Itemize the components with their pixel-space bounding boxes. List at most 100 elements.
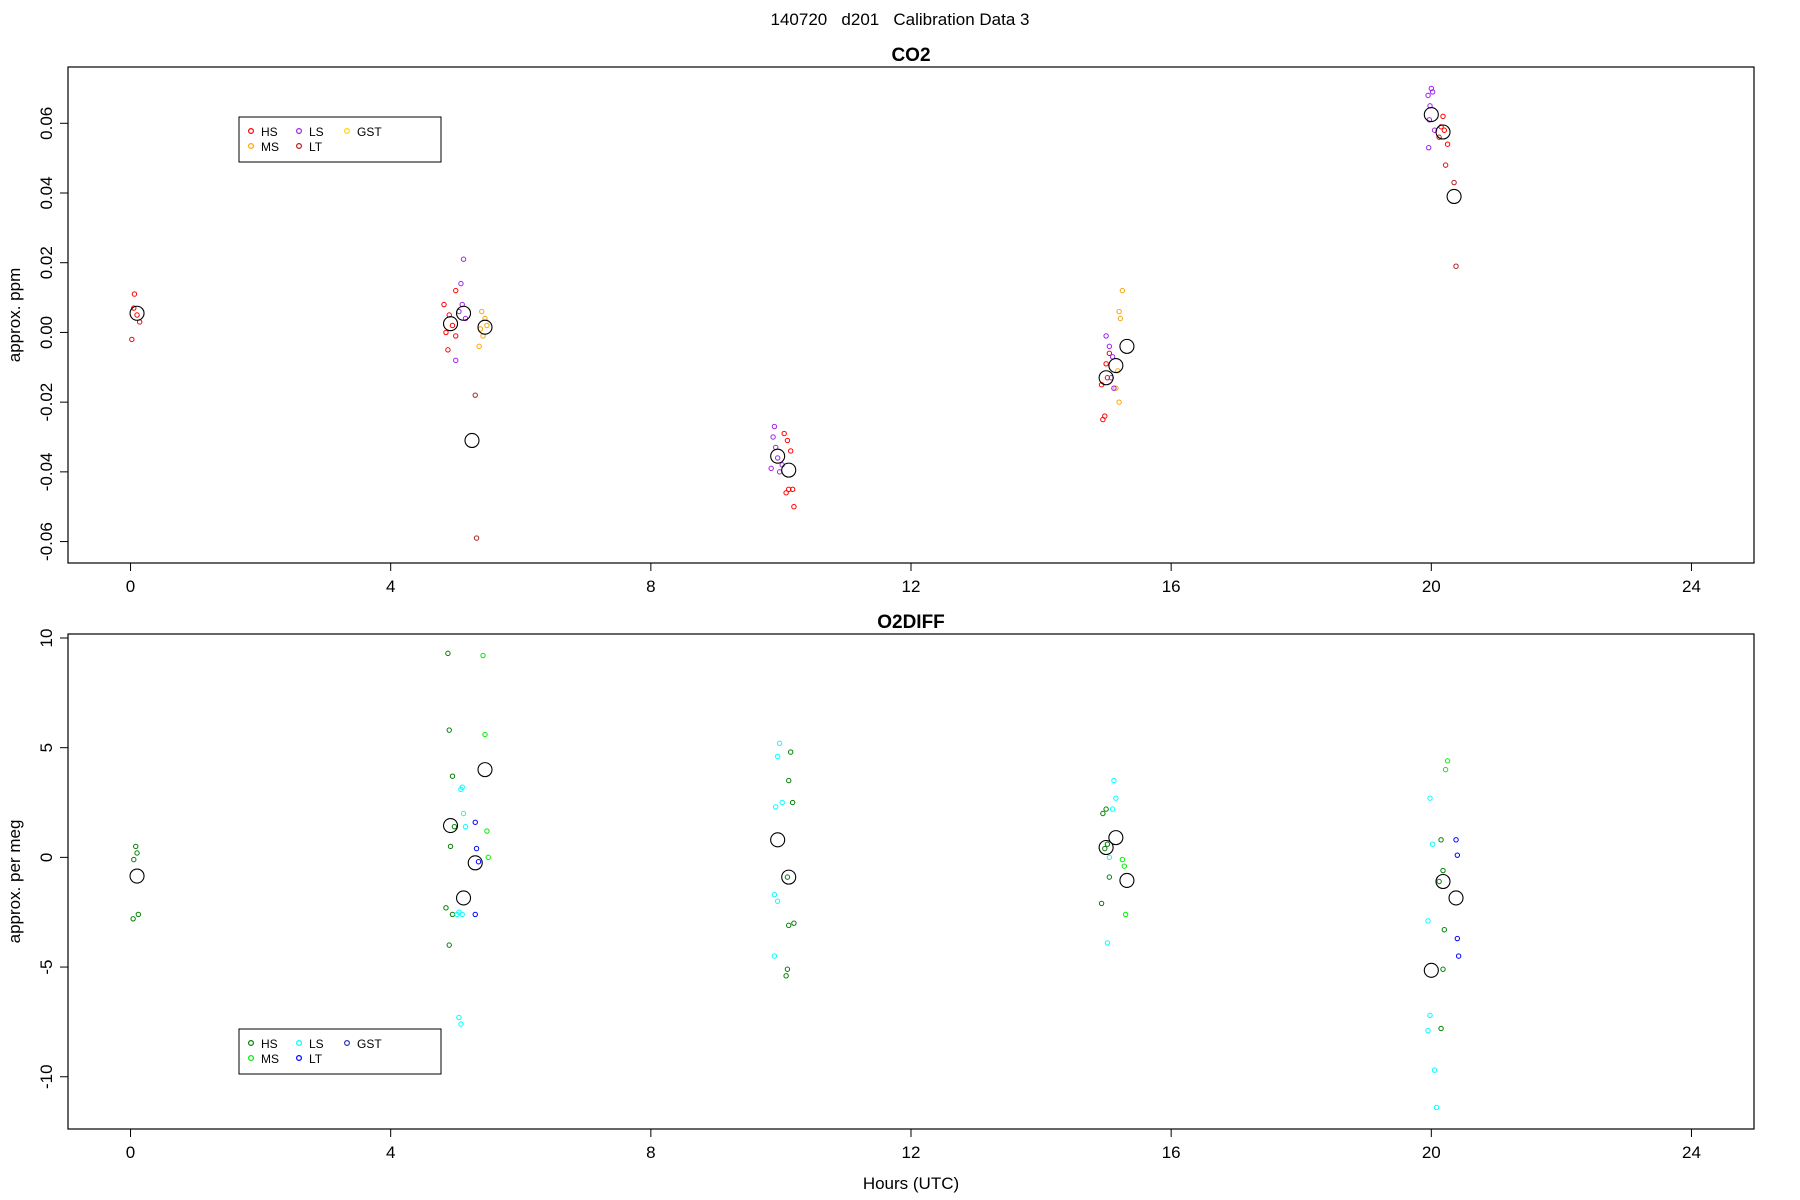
data-point-ls [779,799,785,806]
mean-point [1098,839,1114,856]
data-point-hs [449,773,456,779]
data-point-ms [1119,287,1126,294]
data-point-ms [484,322,490,329]
y-tick-label: -0.02 [37,383,56,422]
mean-point [442,818,459,834]
legend-label: LT [309,1052,323,1066]
data-point-lt [1454,852,1461,858]
x-tick-label: 0 [126,1143,135,1162]
panel-title: O2DIFF [877,612,945,633]
data-point-ls [774,455,781,461]
data-point-hs [1440,113,1446,120]
legend-label: HS [261,125,278,139]
o2diff-panel: O2DIFF 0 4 8 12 16 20 24 -10 -5 0 5 10 approx. per me… [5,612,1755,1193]
y-tick-label: -5 [37,959,56,974]
y-axis-label: approx. ppm [5,268,24,363]
data-point-ls [771,891,778,898]
data-point-ms [480,652,486,659]
panel-title: CO2 [891,45,930,66]
data-point-hs [781,430,787,437]
data-point-hs [1104,841,1111,847]
data-point-ls [1425,1027,1431,1034]
data-point-lt [472,392,478,398]
legend-label: GST [357,125,382,139]
x-tick-label: 24 [1682,1143,1701,1162]
data-point-ls [1429,841,1436,847]
data-point-ls [774,753,781,760]
data-point-hs [784,437,791,444]
data-point-hs [1436,134,1442,140]
x-tick-label: 8 [646,1143,655,1162]
mean-point [442,316,459,332]
y-tick-label: 10 [37,629,56,648]
data-point-hs [1440,966,1446,972]
data-point-hs [1100,810,1106,817]
data-point-hs [1103,806,1109,812]
data-point-ms [1119,856,1126,863]
data-point-lt [1454,935,1461,942]
data-point-hs [445,347,451,353]
data-point-ls [1109,806,1116,812]
data-point-lt [472,819,478,825]
data-point-hs [133,843,139,850]
legend-marker [248,128,255,135]
data-point-ms [1121,863,1128,869]
legend-marker [296,1054,303,1061]
legend-label: MS [261,1052,279,1066]
mean-point [1108,357,1124,374]
mean-point [1448,890,1464,906]
data-point-ls [462,823,469,830]
data-point-lt [1453,837,1459,843]
data-point-hs [783,973,789,979]
data-point-hs [784,966,791,972]
legend-label: LS [309,125,324,139]
data-point-hs [1103,361,1109,367]
data-point-ms [484,828,490,834]
data-point-hs [130,916,136,922]
data-point-hs [1438,837,1444,843]
x-tick-label: 12 [902,577,921,596]
mean-point [1098,370,1114,386]
data-point-hs [129,336,135,343]
data-point-hs [445,650,451,657]
data-point-hs [453,333,459,339]
data-point-ms [1116,399,1122,405]
data-point-ms [1117,315,1124,322]
mean-point [464,432,480,449]
data-point-ls [460,810,467,817]
co2-panel: CO2 0 4 8 12 16 20 24 -0.06 -0.04 -0.02 0.00 0.02 0.0… [5,45,1755,596]
legend-label: MS [261,140,279,154]
data-point-lt [1451,179,1457,186]
data-point-ms [479,308,485,315]
data-point-hs [441,301,447,308]
y-tick-label: -10 [37,1064,56,1089]
y-tick-label: 0.00 [37,316,56,349]
mean-point [1435,124,1451,140]
y-tick-label: -0.04 [37,452,56,491]
data-point-ms [482,731,488,738]
mean-point [781,462,797,478]
x-tick-label: 24 [1682,577,1701,596]
data-point-ls [771,953,778,959]
data-point-hs [787,448,794,454]
y-tick-label: 0.02 [37,246,56,279]
data-point-ls [1427,1012,1433,1019]
data-point-hs [446,942,452,948]
data-point-hs [446,727,452,733]
data-point-ms [476,343,482,350]
mean-point [770,832,786,848]
data-point-hs [786,486,792,492]
legend-marker [344,128,351,135]
mean-point [129,868,145,884]
data-point-ls [458,280,464,287]
data-point-ls [773,804,779,810]
x-tick-label: 20 [1422,1143,1441,1162]
data-point-ls [774,898,781,904]
data-point-ls [1104,940,1111,946]
mean-point [781,869,797,885]
data-point-lt [473,845,480,852]
x-tick-label: 8 [646,577,655,596]
data-point-hs [447,843,454,850]
